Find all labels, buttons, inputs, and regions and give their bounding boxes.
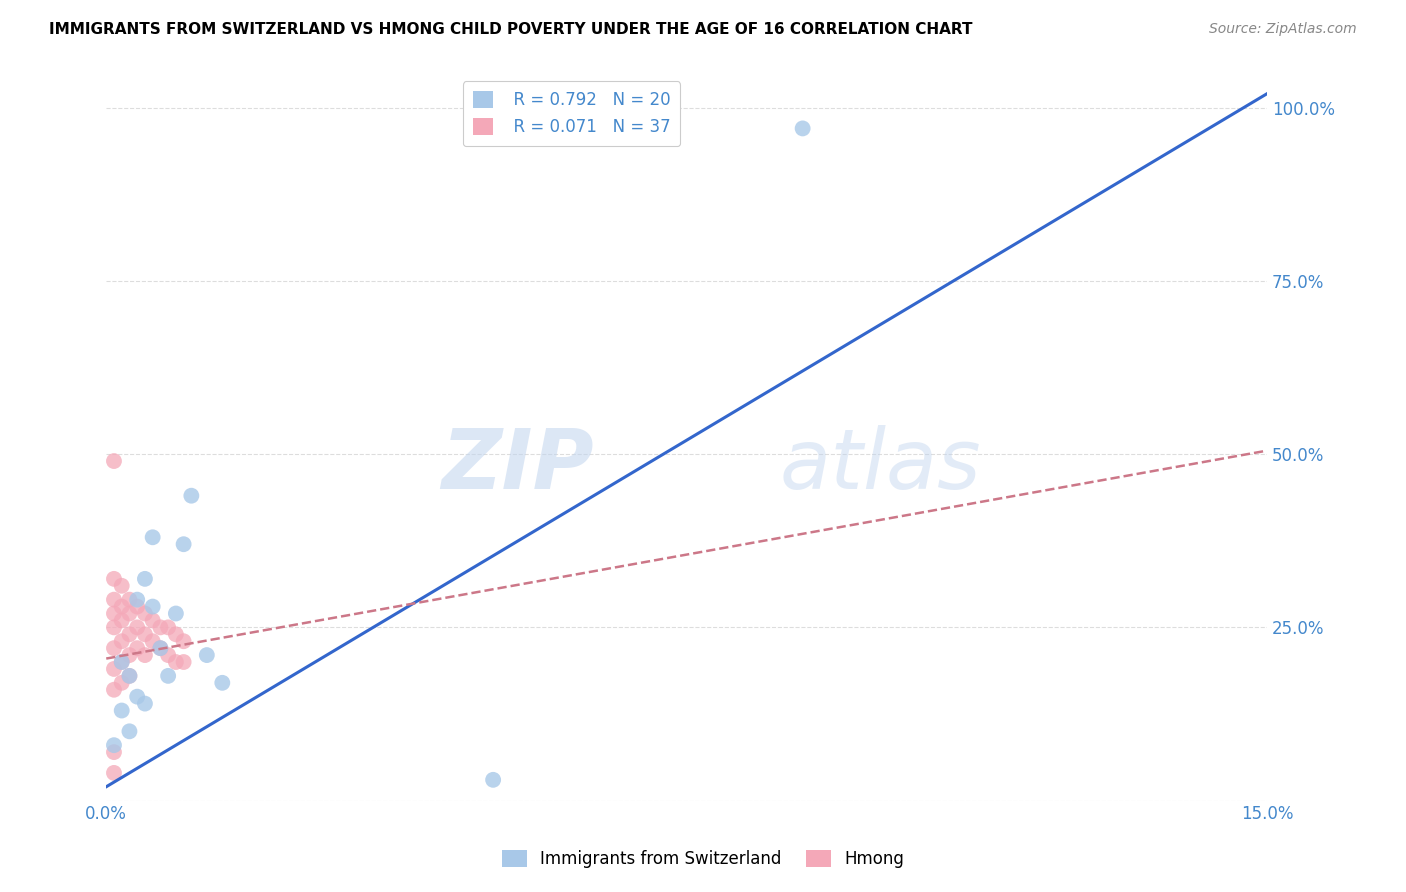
- Point: [111, 655, 134, 669]
- Point: [211, 675, 233, 690]
- Point: [157, 648, 180, 662]
- Point: [111, 675, 134, 690]
- Point: [103, 592, 125, 607]
- Point: [165, 655, 187, 669]
- Legend:   R = 0.792   N = 20,   R = 0.071   N = 37: R = 0.792 N = 20, R = 0.071 N = 37: [463, 81, 681, 146]
- Point: [149, 641, 172, 656]
- Legend: Immigrants from Switzerland, Hmong: Immigrants from Switzerland, Hmong: [495, 843, 911, 875]
- Point: [111, 704, 134, 718]
- Point: [118, 724, 141, 739]
- Point: [165, 627, 187, 641]
- Point: [180, 489, 202, 503]
- Point: [165, 607, 187, 621]
- Text: atlas: atlas: [779, 425, 981, 507]
- Point: [118, 669, 141, 683]
- Point: [127, 690, 149, 704]
- Point: [118, 607, 141, 621]
- Point: [173, 634, 195, 648]
- Point: [142, 599, 165, 614]
- Point: [127, 592, 149, 607]
- Point: [103, 738, 125, 752]
- Point: [118, 669, 141, 683]
- Point: [103, 572, 125, 586]
- Point: [118, 592, 141, 607]
- Point: [111, 634, 134, 648]
- Point: [111, 614, 134, 628]
- Point: [111, 579, 134, 593]
- Point: [173, 655, 195, 669]
- Point: [127, 620, 149, 634]
- Point: [142, 634, 165, 648]
- Point: [103, 765, 125, 780]
- Point: [157, 620, 180, 634]
- Point: [111, 599, 134, 614]
- Point: [111, 655, 134, 669]
- Point: [482, 772, 505, 787]
- Point: [134, 697, 156, 711]
- Point: [103, 620, 125, 634]
- Point: [149, 620, 172, 634]
- Point: [118, 648, 141, 662]
- Text: IMMIGRANTS FROM SWITZERLAND VS HMONG CHILD POVERTY UNDER THE AGE OF 16 CORRELATI: IMMIGRANTS FROM SWITZERLAND VS HMONG CHI…: [49, 22, 973, 37]
- Point: [103, 454, 125, 468]
- Point: [103, 682, 125, 697]
- Point: [103, 607, 125, 621]
- Point: [142, 530, 165, 544]
- Point: [134, 572, 156, 586]
- Point: [103, 745, 125, 759]
- Point: [134, 648, 156, 662]
- Text: Source: ZipAtlas.com: Source: ZipAtlas.com: [1209, 22, 1357, 37]
- Point: [103, 662, 125, 676]
- Point: [127, 641, 149, 656]
- Point: [134, 607, 156, 621]
- Point: [173, 537, 195, 551]
- Point: [127, 599, 149, 614]
- Point: [195, 648, 218, 662]
- Point: [134, 627, 156, 641]
- Point: [142, 614, 165, 628]
- Point: [103, 641, 125, 656]
- Point: [149, 641, 172, 656]
- Point: [792, 121, 814, 136]
- Point: [157, 669, 180, 683]
- Text: ZIP: ZIP: [441, 425, 593, 507]
- Point: [118, 627, 141, 641]
